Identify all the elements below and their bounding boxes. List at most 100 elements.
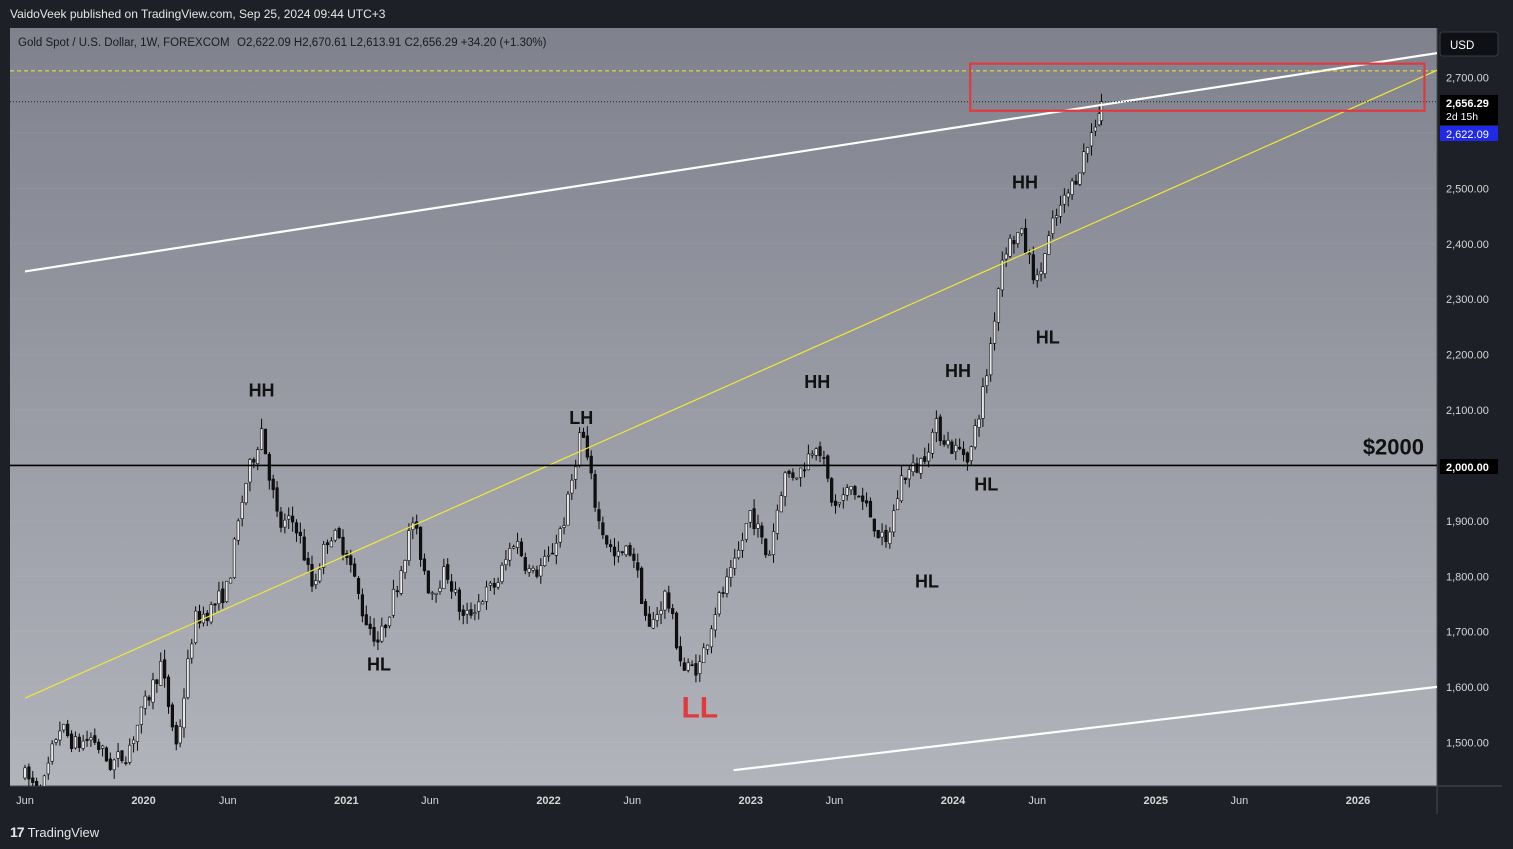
y-tick-label: 2,300.00: [1446, 294, 1489, 306]
candle-body: [422, 558, 427, 572]
candle-body: [248, 459, 252, 483]
price-axis[interactable]: [1437, 28, 1502, 786]
candle-body: [1093, 126, 1097, 132]
candle-body: [861, 495, 865, 502]
candle-body: [671, 608, 675, 615]
candle-body: [853, 486, 857, 496]
candle-body: [473, 612, 477, 615]
candle-body: [104, 747, 109, 762]
candle-body: [135, 724, 140, 742]
tradingview-brand: TradingView: [27, 824, 100, 840]
candle-body: [756, 523, 760, 529]
candle-body: [764, 538, 768, 556]
annotation-hh: HH: [945, 361, 971, 381]
candle-body: [849, 486, 853, 491]
candle-body: [1058, 204, 1063, 217]
candle-body: [550, 552, 555, 555]
currency-button[interactable]: USD: [1439, 31, 1499, 57]
candle-body: [694, 663, 698, 676]
candle-body: [620, 551, 624, 553]
candle-body: [783, 472, 787, 497]
candle-body: [232, 538, 237, 578]
published-header: VaidoVeek published on TradingView.com, …: [0, 0, 1513, 28]
candle-body: [252, 459, 256, 463]
open-price-tag: 2,622.09: [1440, 126, 1498, 141]
candle-body: [915, 463, 919, 473]
tradingview-logo[interactable]: 17 TradingView: [10, 824, 99, 840]
time-axis[interactable]: [10, 786, 1502, 814]
candle-body: [702, 647, 706, 664]
candle-body: [174, 725, 178, 745]
x-tick-label: Jun: [826, 795, 844, 807]
candle-body: [259, 428, 264, 450]
candle-body: [597, 509, 601, 522]
candle-body: [446, 564, 450, 580]
candle-body: [872, 518, 876, 532]
candle-body: [566, 493, 570, 526]
candle-body: [1020, 228, 1024, 235]
candle-body: [609, 544, 613, 548]
candle-body: [562, 525, 566, 528]
candle-body: [194, 610, 198, 643]
candle-body: [519, 541, 524, 557]
candle-body: [927, 451, 931, 462]
candle-body: [438, 587, 442, 592]
x-tick-label: 2020: [131, 795, 155, 807]
candle-body: [876, 529, 880, 539]
candle-body: [477, 601, 481, 612]
candle-body: [1039, 271, 1043, 275]
candle-body: [643, 601, 648, 616]
last-price-tag: 2,656.29 2d 15h: [1440, 95, 1498, 125]
plot-layer: $2000 HH HL LH LL HH HL HH HL HH HL: [10, 51, 1437, 786]
price-chart[interactable]: $2000 HH HL LH LL HH HL HH HL HH HL 1,500.00 1,600.…: [0, 0, 1513, 814]
candle-body: [833, 500, 838, 506]
y-tick-label: 2,200.00: [1446, 350, 1489, 362]
candle-body: [484, 586, 489, 602]
candle-body: [733, 557, 737, 569]
candle-body: [527, 568, 531, 573]
candle-body: [1008, 237, 1012, 257]
y-tick-label: 1,700.00: [1446, 627, 1489, 639]
candle-body: [822, 457, 826, 459]
candle-body: [329, 540, 333, 548]
candle-body: [930, 431, 935, 454]
x-tick-label: Jun: [421, 795, 439, 807]
candle-body: [287, 515, 291, 520]
candle-body: [992, 320, 997, 344]
candle-body: [799, 467, 803, 478]
candle-body: [752, 508, 756, 529]
candle-body: [705, 644, 710, 650]
candle-body: [969, 446, 973, 461]
candle-body: [989, 343, 993, 376]
candle-body: [384, 624, 388, 629]
candle-body: [806, 453, 811, 471]
candle-body: [325, 542, 330, 545]
x-tick-label: Jun: [1028, 795, 1046, 807]
candle-body: [632, 553, 636, 561]
annotation-hh: HH: [1012, 172, 1038, 192]
candle-body: [888, 531, 892, 544]
candle-body: [554, 542, 558, 556]
candle-body: [674, 612, 679, 649]
currency-label: USD: [1450, 40, 1474, 52]
x-tick-label: 2021: [334, 795, 358, 807]
candle-body: [1078, 172, 1082, 185]
plot-area[interactable]: [10, 28, 1437, 786]
candle-body: [190, 643, 194, 659]
candle-body: [1086, 147, 1090, 154]
candle-body: [682, 662, 686, 671]
candle-body: [492, 582, 496, 588]
candle-body: [461, 609, 465, 616]
candle-body: [709, 628, 714, 648]
candle-body: [996, 288, 1001, 323]
y-tick-label: 2,500.00: [1446, 183, 1489, 195]
candle-body: [93, 735, 97, 743]
candle-body: [73, 736, 78, 749]
candle-body: [407, 530, 411, 561]
x-tick-label: 2023: [739, 795, 763, 807]
candle-body: [1055, 215, 1059, 218]
footer: 17 TradingView: [0, 814, 1513, 849]
candle-body: [131, 739, 136, 744]
candle-body: [116, 751, 120, 759]
candle-body: [907, 469, 911, 480]
